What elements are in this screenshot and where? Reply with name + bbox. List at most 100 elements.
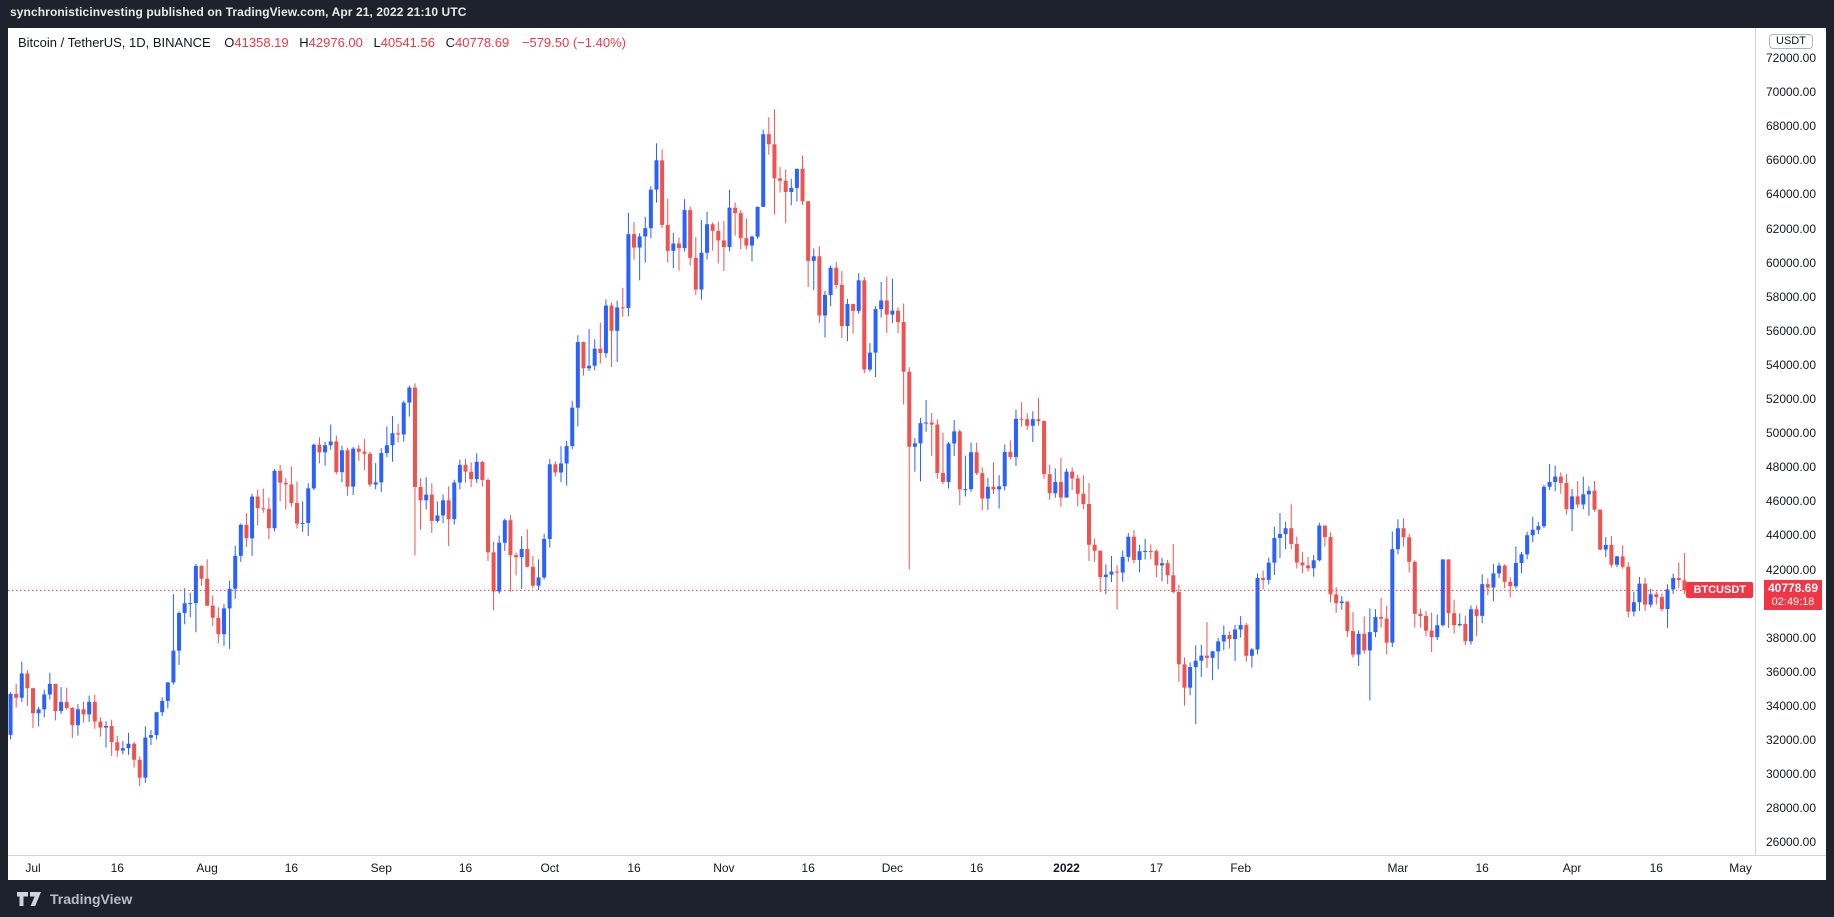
time-axis[interactable]: Jul 16 Aug 16 Sep 16 Oct 16 Nov 16 Dec 16 2022 17 Feb M… [8, 855, 1826, 880]
candle-wick [925, 400, 927, 432]
candle-body [1115, 571, 1120, 573]
candle-body [1614, 556, 1619, 565]
candle-body [1092, 544, 1097, 551]
candle-wick [1021, 402, 1023, 427]
candle-body [480, 461, 485, 480]
price-axis[interactable]: USDT 40778.69 02:49:18 72000.00 70000.00 6… [1755, 28, 1826, 855]
candle-wick [942, 432, 944, 485]
candle-body [1631, 602, 1636, 612]
price-tick-label: 70000.00 [1765, 85, 1817, 100]
candle-body [474, 461, 479, 480]
candle-body [660, 160, 665, 225]
candle-body [575, 342, 580, 408]
candle-body [1373, 616, 1378, 633]
candle-body [783, 180, 788, 193]
candle-body [974, 452, 979, 474]
price-tick-label: 64000.00 [1765, 187, 1817, 202]
candle-wick [588, 329, 590, 371]
candle-body [963, 489, 968, 491]
candle-body [295, 503, 299, 524]
candle-body [856, 280, 861, 311]
candle-body [188, 603, 193, 605]
candle-body [1440, 559, 1445, 626]
candle-body [87, 701, 92, 715]
candle-body [525, 549, 530, 567]
symbol-title[interactable]: Bitcoin / TetherUS, 1D, BINANCE [18, 35, 211, 50]
candlestick-chart[interactable] [8, 28, 1755, 855]
candle-wick [1577, 481, 1579, 508]
time-tick-label: 16 [801, 861, 815, 875]
candle-body [244, 524, 249, 539]
time-tick-label: Mar [1387, 861, 1409, 875]
candle-body [317, 444, 322, 453]
candle-body [1558, 476, 1563, 483]
candle-wick [1071, 467, 1073, 491]
candle-wick [1212, 650, 1214, 681]
candle-wick [908, 367, 910, 570]
candle-body [946, 443, 951, 482]
candle-wick [611, 302, 613, 367]
candle-wick [397, 423, 399, 443]
candle-body [1457, 623, 1462, 626]
candle-body [890, 310, 895, 315]
candle-body [266, 508, 271, 529]
candle-wick [1476, 605, 1478, 637]
candle-body [1519, 554, 1524, 564]
candle-wick [1195, 645, 1197, 725]
candle-body [615, 307, 620, 331]
candle-body [851, 304, 856, 311]
candle-body [221, 608, 226, 635]
candle-body [823, 295, 827, 316]
candle-body [957, 431, 962, 490]
candle-body [160, 700, 165, 713]
candle-body [1019, 418, 1024, 420]
candle-body [1609, 544, 1614, 565]
candle-body [143, 737, 148, 778]
candle-wick [66, 687, 68, 710]
candle-body [1513, 563, 1518, 587]
candle-body [581, 342, 586, 369]
candle-body [1013, 418, 1018, 457]
candle-body [1036, 419, 1041, 421]
candle-body [1098, 550, 1103, 578]
candle-wick [785, 169, 787, 224]
candle-body [457, 464, 462, 483]
candle-wick [1307, 556, 1309, 572]
currency-badge[interactable]: USDT [1769, 34, 1813, 49]
candle-body [553, 464, 558, 473]
candle-body [654, 160, 659, 190]
chart-legend[interactable]: Bitcoin / TetherUS, 1D, BINANCE O41358.1… [18, 35, 626, 50]
candle-body [401, 402, 406, 435]
candle-body [682, 210, 687, 249]
candle-body [637, 236, 642, 248]
candle-body [272, 470, 277, 529]
candle-body [547, 464, 552, 539]
price-tick-label: 30000.00 [1765, 767, 1817, 782]
candle-body [1390, 549, 1395, 643]
candle-body [542, 538, 547, 578]
candle-body [379, 453, 384, 483]
candle-body [1648, 594, 1653, 605]
time-tick-label: 16 [970, 861, 984, 875]
high-value: 42976.00 [308, 35, 363, 50]
candle-body [356, 448, 361, 452]
candle-wick [1009, 440, 1011, 460]
candle-body [199, 565, 204, 579]
candle-wick [386, 426, 388, 458]
candle-body [1047, 474, 1052, 494]
candlestick-pane[interactable]: BTCUSDT [8, 28, 1755, 855]
candle-body [839, 284, 844, 327]
price-tick-label: 62000.00 [1765, 221, 1817, 236]
candle-wick [1200, 644, 1202, 677]
candle-wick [122, 740, 124, 755]
candle-body [193, 565, 198, 604]
candle-body [328, 441, 333, 446]
candle-body [733, 207, 738, 214]
candle-body [1575, 496, 1580, 505]
candle-body [441, 500, 446, 516]
candle-body [238, 524, 243, 556]
candle-body [1536, 526, 1541, 530]
price-tick-label: 52000.00 [1765, 392, 1817, 406]
candle-body [1682, 580, 1687, 591]
candle-body [1221, 634, 1226, 642]
